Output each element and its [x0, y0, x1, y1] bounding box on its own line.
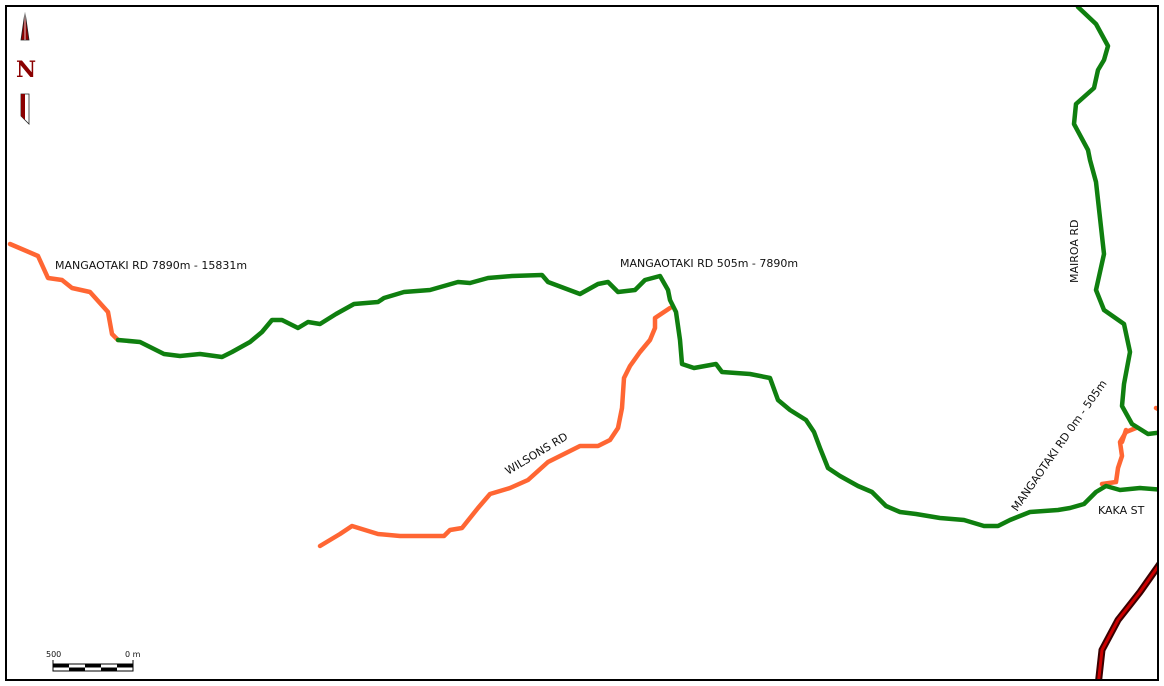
road-orange-stub-a[interactable] [1119, 427, 1129, 445]
label-mairoa: MAIROA RD [1068, 219, 1081, 283]
road-mairoa[interactable] [1071, 7, 1164, 437]
railway-line-inner [1097, 565, 1157, 679]
label-mangaotaki-mid: MANGAOTAKI RD 505m - 7890m [620, 257, 798, 270]
road-kaka-orange[interactable] [1099, 425, 1139, 487]
map-frame[interactable] [5, 5, 1159, 681]
north-arrow-letter: N [16, 57, 36, 83]
scale-bar: 500 0 m [46, 650, 141, 672]
road-orange-stub-b[interactable] [1153, 405, 1164, 412]
railway-line [1095, 561, 1157, 679]
road-mangaotaki-far-segment[interactable] [7, 241, 121, 343]
scale-bar-left-label: 500 [46, 650, 61, 659]
scale-bar-right-label: 0 m [125, 650, 141, 659]
road-mangaotaki-main[interactable] [115, 272, 1164, 529]
label-mangaotaki-far: MANGAOTAKI RD 7890m - 15831m [55, 259, 247, 272]
label-kaka: KAKA ST [1098, 504, 1145, 517]
road-wilsons[interactable] [317, 305, 673, 549]
north-arrow: N [16, 11, 36, 125]
